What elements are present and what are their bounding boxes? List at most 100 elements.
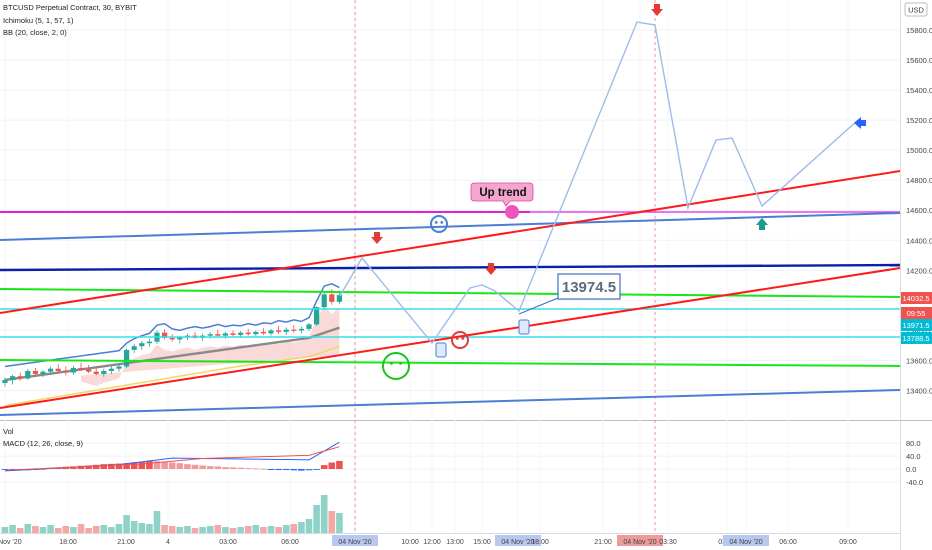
time-tick-label: 12:00 (423, 539, 441, 546)
candle-body (291, 329, 297, 331)
neutral-face-icon (451, 331, 469, 349)
candle-body (169, 337, 175, 340)
macd-hist-bar (298, 469, 305, 471)
price-tick-label: 15400.0 (906, 86, 932, 95)
macd-hist-bar (184, 464, 191, 469)
target-arrow (854, 117, 866, 129)
volume-bar (237, 527, 244, 533)
bb-basis (4, 326, 340, 382)
candle-body (276, 330, 282, 332)
macd-hist-bar (282, 469, 290, 470)
candle-body (260, 331, 266, 334)
symbol-legend[interactable]: BTCUSD Perpetual Contract, 30, BYBIT (3, 3, 137, 12)
candle-body (32, 370, 38, 374)
buy-arrow (756, 218, 768, 230)
currency-badge-label: USD (908, 6, 924, 15)
trend-line-blue-upper (0, 212, 901, 241)
macd-hist-bar (123, 463, 130, 469)
candle-body (101, 370, 107, 374)
price-tick-label: 14800.0 (906, 176, 932, 185)
macd-hist-bar (130, 462, 138, 469)
time-tick-label: 03 Nov '20 (0, 539, 22, 546)
volume-bar (115, 524, 123, 533)
volume-bar (100, 525, 108, 533)
candle-body (139, 343, 145, 347)
time-marker-bg (723, 535, 769, 546)
volume-bar (168, 526, 176, 533)
candle-body (306, 324, 312, 329)
hand-pointer-icon (435, 342, 447, 358)
candle-body (222, 333, 228, 336)
neutral-face-icon-eye (461, 337, 465, 340)
time-tick-label: 09:00 (839, 539, 857, 546)
volume-bar (54, 528, 62, 533)
candle-body (78, 367, 84, 370)
macd-axis[interactable]: 80.0 40.0 0.0 -40.0 (906, 439, 923, 487)
volume-bar (123, 515, 130, 533)
macd-hist-bar (244, 468, 252, 470)
price-callout[interactable]: 13974.5 (518, 273, 621, 315)
candle-body (321, 294, 327, 308)
devil-face-icon (505, 205, 519, 219)
volume-bar (16, 528, 24, 533)
candle-body (25, 370, 31, 379)
volume-bar (176, 527, 184, 533)
candle-body (177, 337, 183, 340)
volume-legend[interactable]: Vol (3, 427, 14, 436)
candle-body (336, 295, 342, 302)
volume-bar (92, 526, 100, 533)
candle-body (253, 331, 259, 335)
ichimoku-legend[interactable]: Ichimoku (5, 1, 57, 1) (3, 16, 74, 25)
candle-body (283, 329, 289, 332)
time-tick-label: 21:00 (594, 539, 612, 546)
candle-body (314, 307, 320, 325)
volume-bar (252, 525, 260, 533)
time-axis[interactable]: 03 Nov '20 18:00 21:00 4 03:00 06:00 04 Nov '2… (0, 535, 857, 546)
happy-face-icon (430, 215, 448, 233)
macd-hist-bar (153, 461, 161, 469)
candle-body (17, 376, 23, 379)
sick-face-icon-eye (399, 362, 402, 365)
volume-bar (138, 523, 146, 533)
volume-bar (336, 513, 343, 533)
volume-bar (184, 526, 191, 533)
happy-face-icon-eye (440, 221, 444, 224)
price-badge (901, 319, 932, 331)
volume-bar (39, 527, 47, 533)
macd-hist-bar (115, 463, 123, 469)
macd-hist-bar (85, 465, 92, 469)
bb-lower (4, 345, 340, 407)
price-badge-label: 09:55 (907, 309, 926, 318)
candle-body (207, 334, 213, 336)
price-badge-label: 13788.5 (902, 334, 929, 343)
macd-hist-bar (168, 462, 176, 469)
macd-hist-bar (237, 467, 244, 469)
uptrend-callout[interactable]: Up trend (470, 182, 534, 207)
bb-legend[interactable]: BB (20, close, 2, 0) (3, 28, 67, 37)
macd-legend[interactable]: MACD (12, 26, close, 9) (3, 439, 84, 448)
volume-bar (146, 524, 153, 533)
candle-body (329, 294, 335, 302)
macd-hist-bar (206, 466, 214, 469)
time-marker-bg (495, 535, 541, 546)
volume-bar (47, 525, 54, 533)
macd-tick-label: 0.0 (906, 465, 916, 474)
macd-hist-bar (290, 469, 298, 471)
time-tick-label: 03:00 (219, 539, 237, 546)
volume-bar (328, 511, 336, 533)
time-tick-label: 03:30 (659, 539, 677, 546)
candle-body (146, 341, 152, 344)
macd-hist-bar (214, 466, 222, 469)
candle-body (10, 376, 16, 380)
trend-line-navy (0, 263, 901, 272)
cloud-area (81, 306, 340, 386)
macd-tick-label: -40.0 (906, 478, 923, 487)
uptrend-callout-text: Up trend (479, 187, 526, 199)
volume-bar (267, 526, 275, 533)
candle-body (124, 349, 130, 367)
sell-arrow (485, 263, 497, 275)
macd-hist-bar (1, 469, 9, 470)
price-badge-label: 14032.5 (902, 294, 929, 303)
currency-badge[interactable]: USD (904, 2, 928, 17)
